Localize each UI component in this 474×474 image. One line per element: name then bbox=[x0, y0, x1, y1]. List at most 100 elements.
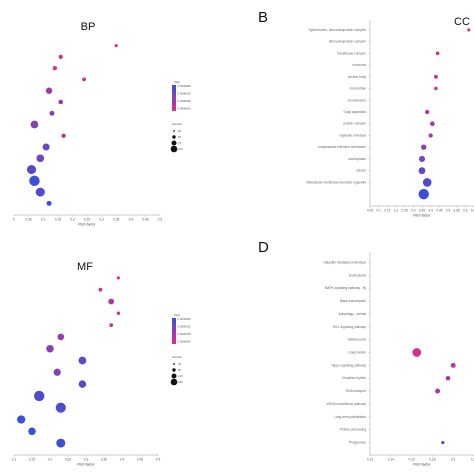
y-category-label: chromosome bbox=[348, 98, 367, 102]
x-tick-label: 0.45 bbox=[137, 458, 143, 462]
data-point bbox=[418, 167, 426, 175]
data-point bbox=[35, 187, 45, 197]
legend-color-label: 0.0000040 bbox=[178, 332, 192, 336]
y-category-label: nucleolus bbox=[353, 63, 367, 67]
x-tick-label: 0.65 bbox=[471, 209, 474, 213]
x-tick-label: 0.35 bbox=[113, 218, 119, 222]
chart-title: CC bbox=[454, 16, 470, 28]
data-point bbox=[418, 155, 426, 162]
x-tick-label: 0.05 bbox=[25, 218, 31, 222]
y-category-label: Circadian rhythm bbox=[342, 376, 366, 380]
legend-color-label: 0.0000000 bbox=[178, 317, 192, 321]
legend-size-label: 100 bbox=[178, 147, 183, 151]
x-tick-label: 0.2 bbox=[70, 218, 75, 222]
data-point bbox=[421, 144, 427, 150]
legend-size-label: 40 bbox=[178, 362, 182, 366]
x-tick-label: 0.2 bbox=[394, 209, 399, 213]
x-tick-label: 0.2 bbox=[451, 458, 456, 462]
y-category-label: Golgi bodies bbox=[348, 351, 366, 355]
data-point bbox=[109, 323, 114, 327]
data-point bbox=[445, 375, 451, 381]
x-tick-label: 0.4 bbox=[129, 218, 134, 222]
y-category-label: intracellular membrane-bounded organelle bbox=[306, 180, 366, 184]
data-point bbox=[434, 86, 438, 91]
data-point bbox=[430, 121, 435, 127]
y-category-label: Phagosome bbox=[349, 441, 366, 445]
legend-color-title: Padj bbox=[174, 313, 180, 317]
legend-size-marker bbox=[171, 140, 177, 146]
data-point bbox=[98, 287, 103, 292]
x-tick-label: 0.25 bbox=[65, 458, 71, 462]
legend-size-marker bbox=[173, 130, 175, 132]
legend-colorbar bbox=[172, 85, 176, 111]
legend-size-label: 80 bbox=[178, 368, 182, 372]
panel-cc: CC 0.05 0.1 0.15 0.2 0.25 0.3 0.35 0.4 0.45 0.5 0.5… bbox=[306, 16, 474, 218]
legend-size-label: 50 bbox=[178, 135, 182, 139]
data-point bbox=[435, 51, 440, 56]
y-category-label: protein complex bbox=[343, 122, 366, 126]
legend-size-marker bbox=[172, 368, 176, 372]
y-category-label: Protein processing bbox=[340, 428, 367, 432]
legend-size-marker bbox=[171, 373, 177, 379]
legend-colorbar bbox=[172, 318, 176, 344]
x-tick-label: 0.55 bbox=[454, 209, 460, 213]
data-point bbox=[412, 348, 422, 357]
y-category-label: Ubiquitin mediated proteolysis bbox=[323, 260, 366, 264]
y-category-label: Endocytosis bbox=[349, 273, 367, 277]
legend-color-label: 0.0000020 bbox=[178, 92, 192, 96]
x-tick-label: 0.15 bbox=[29, 458, 35, 462]
legend-color-title: Padj bbox=[174, 80, 180, 84]
data-point bbox=[425, 109, 430, 115]
x-tick-label: 0.3 bbox=[84, 458, 89, 462]
x-tick-label: 0.18 bbox=[429, 458, 435, 462]
y-category-label: Autophagy - animal bbox=[339, 312, 367, 316]
data-point bbox=[53, 368, 61, 376]
y-category-label: MAPK signaling pathway - fly bbox=[325, 286, 367, 290]
x-tick-label: 0.12 bbox=[367, 458, 373, 462]
y-category-label: nuclear body bbox=[348, 75, 367, 79]
data-point bbox=[29, 175, 40, 187]
x-tick-label: 0.22 bbox=[471, 458, 474, 462]
data-point bbox=[116, 276, 120, 280]
x-axis-title: Rich factor bbox=[413, 214, 431, 218]
data-point bbox=[26, 165, 37, 175]
panel-kegg: 0.12 0.14 0.16 0.18 0.2 0.22 Rich factor Ubiqui… bbox=[323, 252, 474, 467]
y-category-label: Long-term potentiation bbox=[334, 415, 366, 419]
legend-size-marker bbox=[172, 135, 176, 139]
x-tick-label: 0.15 bbox=[55, 218, 61, 222]
data-point bbox=[418, 188, 429, 200]
x-axis-title: Rich factor bbox=[77, 463, 95, 467]
x-tick-label: 0.3 bbox=[99, 218, 104, 222]
y-category-label: cytosol bbox=[356, 169, 366, 173]
data-point bbox=[45, 87, 53, 94]
y-category-label: Golgi apparatus bbox=[343, 110, 366, 114]
data-point bbox=[55, 402, 66, 413]
data-point bbox=[441, 440, 445, 445]
x-tick-label: 0.15 bbox=[384, 209, 390, 213]
y-category-label: nucleoplasm bbox=[348, 157, 366, 161]
data-point bbox=[78, 380, 87, 388]
legend-size-marker bbox=[170, 378, 178, 386]
data-point bbox=[467, 28, 471, 32]
x-axis-title: Rich factor bbox=[78, 223, 96, 227]
data-point bbox=[46, 200, 52, 206]
legend-size-label: 75 bbox=[178, 141, 182, 145]
y-category-label: endoplasmic reticulum membrane bbox=[318, 145, 366, 149]
x-tick-label: 0.4 bbox=[428, 209, 433, 213]
data-point bbox=[49, 110, 55, 116]
legend-color-label: 0.0000060 bbox=[178, 340, 192, 344]
legend-color-label: 0.0000060 bbox=[178, 107, 192, 111]
x-tick-label: 0.16 bbox=[408, 458, 414, 462]
x-tick-label: 0 bbox=[13, 218, 15, 222]
y-category-label: ribonucleoprotein complex bbox=[329, 40, 367, 44]
x-axis-title: Rich factor bbox=[413, 463, 431, 467]
legend-size-marker bbox=[170, 145, 178, 153]
data-point bbox=[57, 333, 65, 341]
data-point bbox=[450, 362, 456, 368]
data-point bbox=[61, 133, 66, 138]
x-tick-label: 0.1 bbox=[376, 209, 381, 213]
data-point bbox=[36, 154, 45, 163]
data-point bbox=[114, 44, 118, 48]
data-point bbox=[30, 120, 39, 129]
